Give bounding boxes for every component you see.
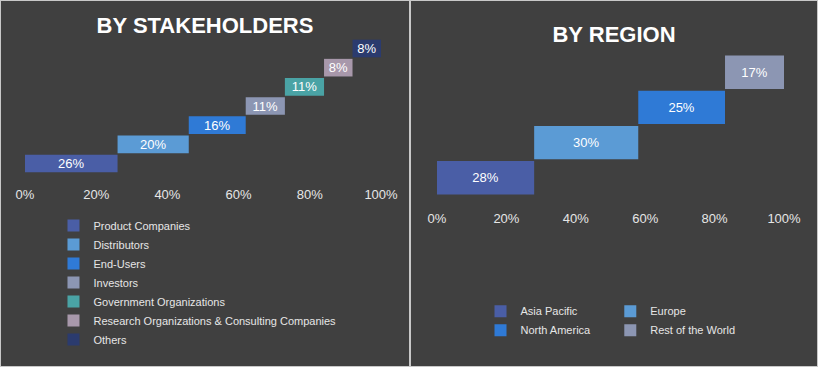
svg-text:Investors: Investors xyxy=(93,277,138,289)
svg-text:11%: 11% xyxy=(292,79,317,94)
svg-text:60%: 60% xyxy=(226,187,252,202)
svg-text:80%: 80% xyxy=(297,187,323,202)
svg-text:8%: 8% xyxy=(329,60,348,75)
svg-text:North America: North America xyxy=(521,324,592,336)
svg-text:100%: 100% xyxy=(767,211,801,226)
svg-text:8%: 8% xyxy=(357,41,376,56)
svg-text:26%: 26% xyxy=(58,156,84,171)
svg-text:0%: 0% xyxy=(428,211,447,226)
svg-text:Others: Others xyxy=(93,334,127,346)
svg-text:End-Users: End-Users xyxy=(93,258,145,270)
svg-text:BY REGION: BY REGION xyxy=(552,22,675,47)
svg-text:Europe: Europe xyxy=(650,305,685,317)
svg-text:20%: 20% xyxy=(140,137,166,152)
svg-text:30%: 30% xyxy=(573,135,599,150)
svg-text:20%: 20% xyxy=(493,211,519,226)
svg-text:40%: 40% xyxy=(563,211,589,226)
svg-text:20%: 20% xyxy=(83,187,109,202)
svg-text:Product Companies: Product Companies xyxy=(93,220,190,232)
svg-text:11%: 11% xyxy=(253,99,278,114)
svg-text:28%: 28% xyxy=(472,170,498,185)
svg-text:100%: 100% xyxy=(364,187,398,202)
svg-text:16%: 16% xyxy=(204,118,230,133)
svg-text:25%: 25% xyxy=(668,100,694,115)
svg-text:Distributors: Distributors xyxy=(93,239,149,251)
svg-text:BY STAKEHOLDERS: BY STAKEHOLDERS xyxy=(97,13,314,38)
svg-text:60%: 60% xyxy=(632,211,658,226)
svg-text:80%: 80% xyxy=(702,211,728,226)
svg-text:Research Organizations & Consu: Research Organizations & Consulting Comp… xyxy=(93,315,336,327)
svg-text:40%: 40% xyxy=(154,187,180,202)
svg-text:17%: 17% xyxy=(741,65,767,80)
svg-text:Government Organizations: Government Organizations xyxy=(93,296,225,308)
svg-text:Asia Pacific: Asia Pacific xyxy=(521,305,578,317)
svg-text:0%: 0% xyxy=(16,187,35,202)
svg-text:Rest of the World: Rest of the World xyxy=(650,324,735,336)
